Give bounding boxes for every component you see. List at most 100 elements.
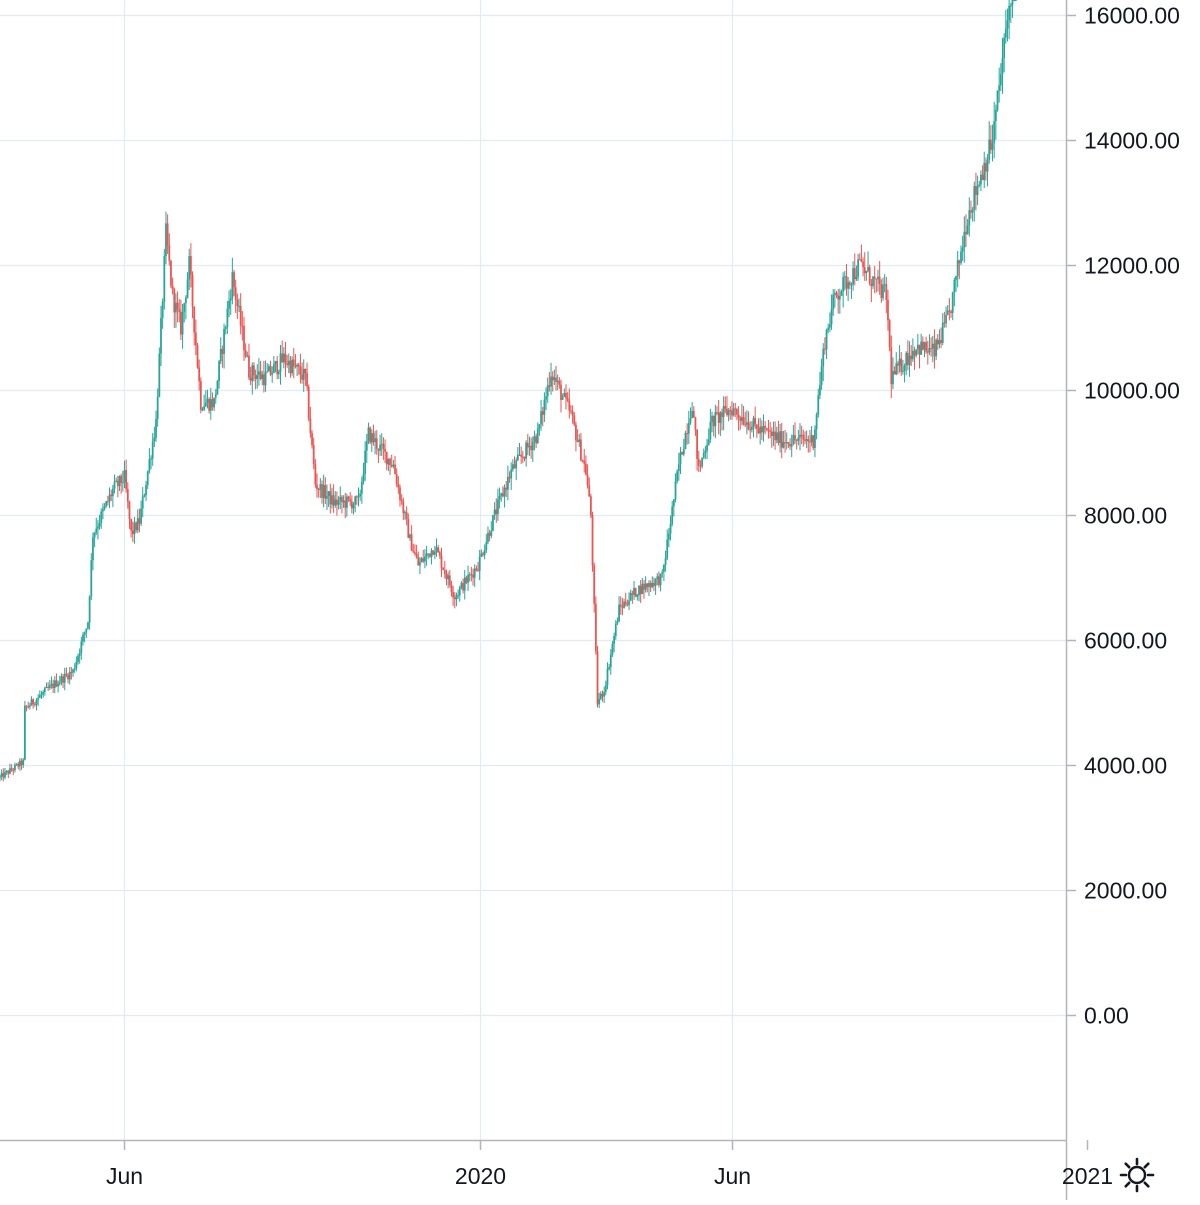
candle-body [830,309,833,325]
candle-body [121,482,124,484]
candle-body [334,499,337,506]
candle-body [545,396,547,400]
price-tick-label: 8000.00 [1084,503,1167,529]
candle-body [639,585,642,595]
candle-body [960,251,962,264]
candle-body [516,454,519,461]
candle-body [852,268,855,285]
candle-body [1003,37,1006,58]
candle-body [63,673,66,683]
time-axis-area[interactable] [0,1141,1067,1200]
candle-body [911,350,914,360]
candle-body [588,485,591,497]
candle-body [309,418,312,434]
candle-body [696,429,698,459]
candle-body [321,484,323,498]
candle-body [123,470,126,483]
candle-body [1014,0,1017,1]
candle-body [736,409,738,415]
candle-body [163,255,166,302]
candle-body [966,225,969,235]
candle-body [425,553,428,557]
candle-body [337,500,340,505]
candle-body [928,348,931,353]
candle-body [219,348,222,362]
candle-body [888,320,891,348]
candle-body [27,706,30,708]
candle-body [706,444,708,451]
candle-body [299,366,302,375]
candle-body [842,277,845,292]
candle-body [440,555,443,568]
candle-body [175,302,177,313]
candle-body [345,496,348,508]
candle-body [483,550,486,556]
candle-body [887,299,889,321]
candle-body [296,364,298,367]
candle-body [438,552,441,556]
candle-body [792,434,795,444]
candle-body [565,392,567,399]
candle-body [931,343,934,349]
candle-body [470,574,473,576]
candle-body [256,374,259,380]
candle-body [644,583,647,590]
candle-body [301,374,303,380]
candle-body [254,375,257,380]
candle-body [423,556,426,562]
candle-body [681,451,684,455]
candle-body [2,773,5,778]
candle-body [648,582,650,588]
candle-body [48,685,51,689]
candle-body [709,421,712,440]
candle-body [589,496,592,516]
candle-body [676,471,679,482]
candle-body [950,311,952,314]
candle-body [249,377,252,381]
candle-body [468,574,471,576]
candle-body [83,632,86,635]
candle-body [367,427,370,441]
candle-body [4,771,6,778]
candle-body [87,622,89,629]
candle-body [669,523,672,534]
candle-body [331,495,333,505]
candle-body [898,358,901,366]
candle-body [133,522,136,535]
candle-body [877,276,879,280]
candle-body [70,672,73,674]
candle-body [428,553,431,557]
candle-body [641,583,644,595]
candle-body [772,431,775,436]
candle-body [130,518,133,531]
candle-body [12,769,15,771]
candle-body [862,261,864,268]
candle-body [472,574,474,578]
candle-body [981,174,984,181]
candle-body [759,426,762,434]
candle-body [409,534,411,538]
horizontal-grid [0,14,1066,1017]
candle-body [140,508,142,524]
candle-body [33,703,36,705]
candle-body [571,411,574,416]
candle-body [943,322,946,324]
candle-body [402,501,405,514]
candle-body [923,342,926,350]
price-tick-label: 4000.00 [1084,753,1167,779]
gear-icon[interactable] [1119,1157,1155,1193]
candle-body [726,408,728,416]
candle-body [998,85,1001,91]
price-scale: 0.00 2000.00 4000.00 6000.00 8000.00 10000.00… [1066,3,1180,1029]
candle-body [98,522,101,527]
candle-body [294,366,297,368]
candle-body [663,564,665,572]
candle-body [910,355,913,360]
candle-body [576,440,579,442]
candle-body [160,318,162,354]
candle-body [60,676,63,683]
price-axis-area[interactable] [1067,0,1200,1140]
candle-body [267,366,270,372]
candle-body [686,432,689,434]
candle-body [204,402,207,407]
